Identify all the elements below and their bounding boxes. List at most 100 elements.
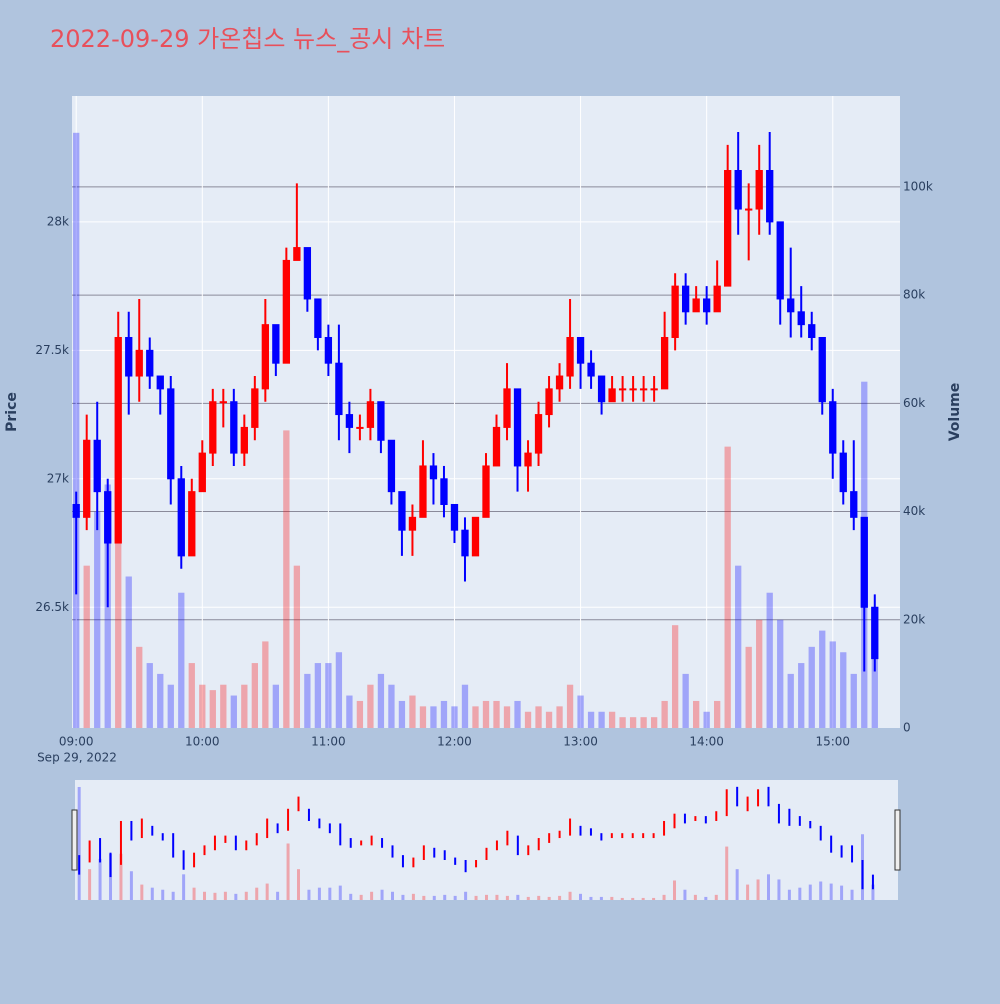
candle-body <box>797 311 805 326</box>
slider-volume-bar <box>474 895 478 900</box>
volume-bar <box>367 684 374 728</box>
slider-volume-bar <box>808 884 812 900</box>
volume-bar <box>650 717 658 728</box>
x-tick-label: 15:00 <box>815 735 850 749</box>
slider-volume-bar <box>140 884 144 900</box>
candle-body <box>839 452 847 493</box>
volume-bar <box>157 673 164 728</box>
candle-body <box>219 401 227 404</box>
candle-body <box>524 452 532 467</box>
volume-bar <box>314 663 322 728</box>
candle-body <box>377 401 385 441</box>
volume-bar <box>629 717 637 728</box>
range-handle[interactable] <box>71 809 78 871</box>
volume-bar <box>377 673 385 728</box>
volume-bar <box>703 711 710 728</box>
y2-tick-label: 80k <box>903 288 925 302</box>
candle-body <box>808 324 816 338</box>
candle-body <box>282 259 291 364</box>
candle-body <box>650 388 658 391</box>
slider-volume-bar <box>443 894 447 900</box>
candle-body <box>188 491 196 557</box>
slider-volume-bar <box>98 858 102 900</box>
slider-volume-bar <box>464 891 468 900</box>
volume-bar <box>871 646 878 728</box>
slider-volume-bar <box>129 871 133 900</box>
range-slider[interactable] <box>75 780 898 900</box>
volume-bar <box>388 684 395 728</box>
candle-body <box>503 388 511 428</box>
volume-bar <box>83 565 90 728</box>
slider-volume-bar <box>725 846 729 900</box>
candle-body <box>156 375 164 390</box>
candle-body <box>83 439 91 518</box>
slider-volume-bar <box>432 895 436 900</box>
candle-body <box>534 414 543 454</box>
slider-volume-bar <box>516 894 520 900</box>
range-handle[interactable] <box>894 809 901 871</box>
candle-body <box>135 349 143 377</box>
slider-volume-bar <box>192 887 196 900</box>
slider-volume-bar <box>297 869 301 900</box>
slider-volume-bar <box>714 894 718 900</box>
candle-body <box>724 170 732 287</box>
slider-volume-bar <box>485 894 488 900</box>
candle-body <box>482 465 490 518</box>
volume-bar <box>136 646 143 728</box>
candle-body <box>104 491 112 544</box>
candle-body <box>419 465 427 518</box>
volume-bar <box>756 619 763 728</box>
slider-volume-bar <box>746 884 750 900</box>
candle-body <box>660 336 669 390</box>
slider-volume-bar <box>203 891 207 900</box>
candle-body <box>240 426 248 454</box>
candle-body <box>545 388 553 416</box>
y2-axis-title: Volume <box>947 383 963 442</box>
candle-body <box>608 388 616 403</box>
x-tick-label: 13:00 <box>563 735 598 749</box>
y-axis-title: Price <box>4 392 20 432</box>
slider-volume-bar <box>683 889 687 900</box>
candle-body <box>324 336 333 364</box>
slider-volume-bar <box>672 880 676 900</box>
volume-bar <box>661 700 668 728</box>
plot-area <box>72 96 900 728</box>
volume-bar <box>325 663 332 728</box>
y-tick-label: 26.5k <box>35 600 69 614</box>
candle-body <box>272 324 280 364</box>
volume-bar <box>819 630 826 728</box>
volume-bar <box>777 619 784 728</box>
volume-bar <box>272 684 279 728</box>
candle-body <box>639 388 648 391</box>
candle-body <box>114 336 122 544</box>
slider-volume-bar <box>380 889 384 900</box>
slider-volume-bar <box>453 895 457 900</box>
volume-bar <box>251 663 258 728</box>
candle-body <box>555 375 564 390</box>
candle-body <box>303 247 312 300</box>
slider-volume-bar <box>798 887 802 900</box>
candle-body <box>335 362 343 416</box>
volume-bar <box>335 652 343 728</box>
slider-volume-bar <box>411 893 415 900</box>
candle-body <box>72 503 80 518</box>
volume-bar <box>440 700 448 728</box>
y2-tick-label: 0 <box>903 721 911 735</box>
candle-body <box>850 491 858 518</box>
slider-volume-bar <box>234 893 238 900</box>
candle-body <box>146 349 154 377</box>
y2-tick-label: 40k <box>903 504 925 518</box>
chart-title: 2022-09-29 가온칩스 뉴스_공시 차트 <box>50 25 445 53</box>
slider-volume-bar <box>693 894 697 900</box>
volume-bar <box>682 673 689 728</box>
volume-bar <box>409 695 416 728</box>
volume-bar <box>419 706 427 728</box>
volume-bar <box>461 684 469 728</box>
volume-bar <box>482 700 490 728</box>
volume-bar <box>808 646 815 728</box>
volume-bar <box>598 711 605 728</box>
candle-body <box>576 336 585 364</box>
volume-bar <box>472 706 479 728</box>
volume-bar <box>787 673 794 728</box>
volume-bar <box>714 700 721 728</box>
